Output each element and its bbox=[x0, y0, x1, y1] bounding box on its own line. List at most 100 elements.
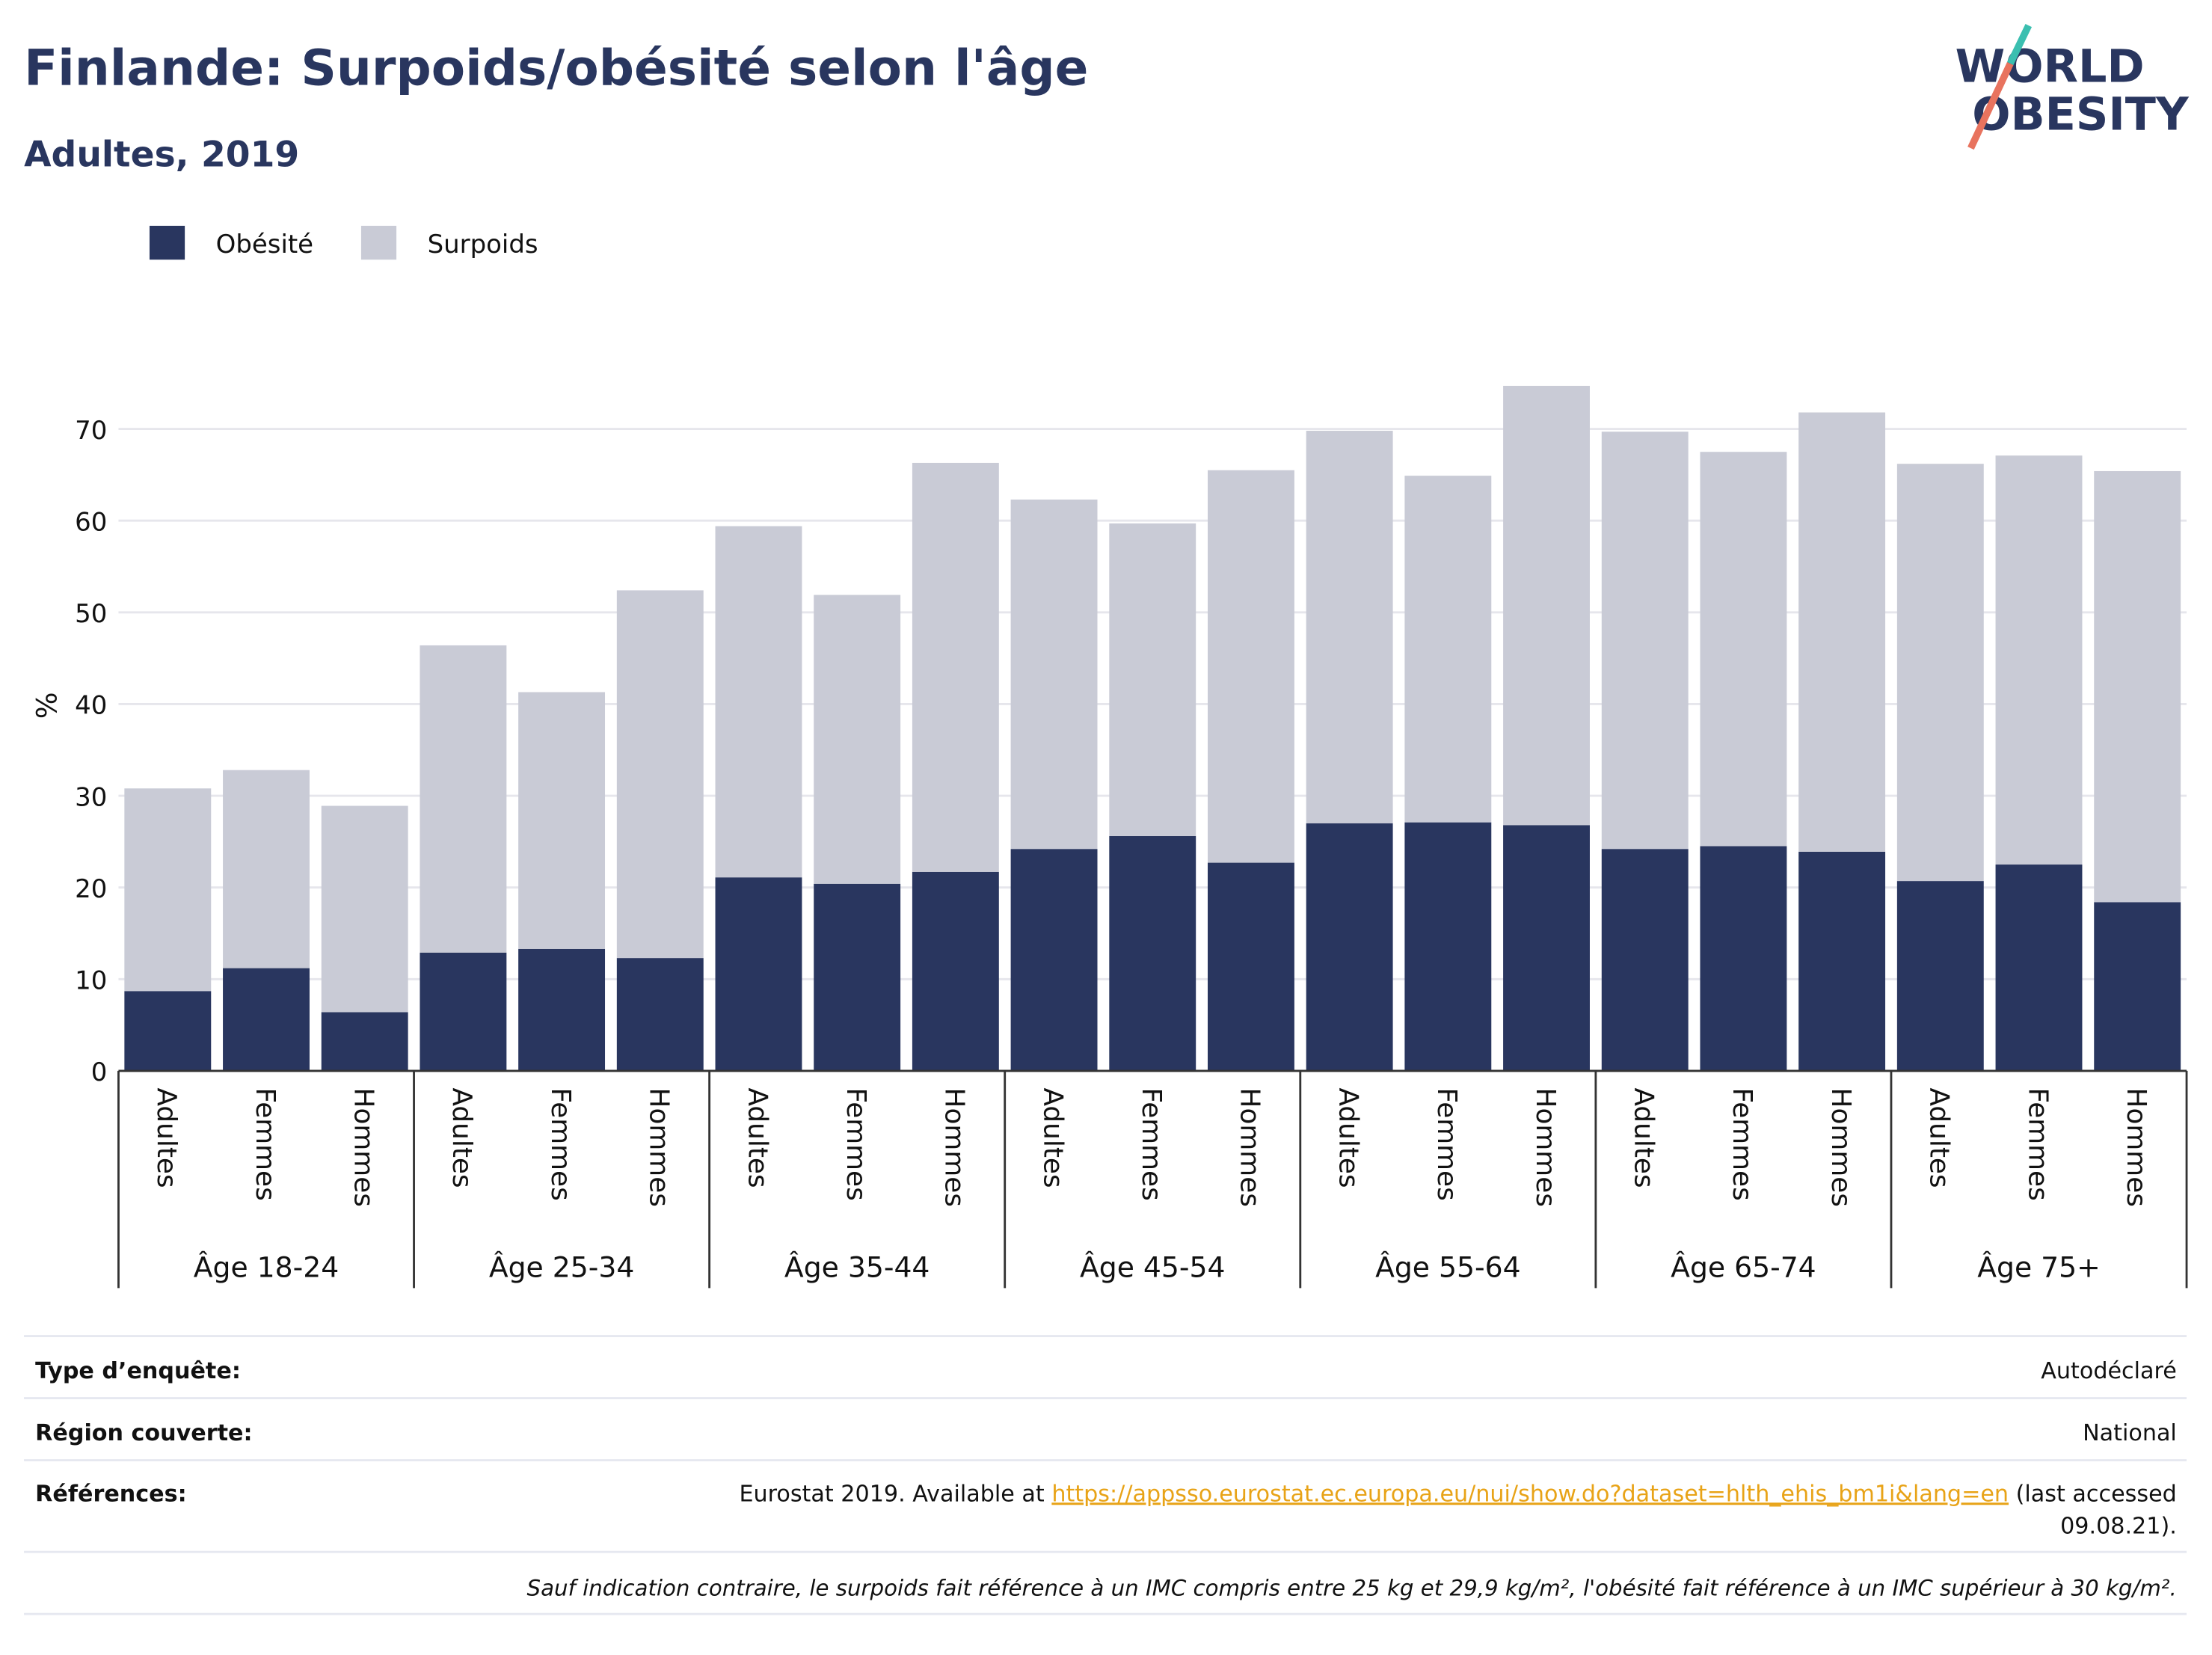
bar-segment bbox=[814, 595, 901, 884]
logo-slash bbox=[2006, 23, 2033, 66]
bar-segment bbox=[124, 991, 212, 1071]
y-tick-label: 60 bbox=[75, 507, 107, 537]
bar-segment bbox=[1010, 499, 1098, 850]
x-tick-label: Hommes bbox=[2121, 1088, 2151, 1207]
x-tick-label: Femmes bbox=[1727, 1088, 1757, 1201]
chart-title: Finlande: Surpoids/obésité selon l'âge bbox=[24, 39, 1088, 96]
bar-segment bbox=[616, 958, 704, 1071]
bar-segment bbox=[1896, 881, 1984, 1071]
bar-segment bbox=[1306, 431, 1393, 823]
footer-label: Région couverte: bbox=[35, 1420, 252, 1446]
group-label: Âge 25-34 bbox=[489, 1250, 635, 1283]
bar-segment bbox=[518, 692, 606, 949]
bar-segment bbox=[321, 1012, 408, 1071]
footer-label: Type d’enquête: bbox=[35, 1358, 241, 1384]
x-tick-label: Femmes bbox=[250, 1088, 280, 1201]
group-label: Âge 35-44 bbox=[784, 1250, 930, 1283]
x-tick-label: Adultes bbox=[1037, 1088, 1068, 1188]
bar-segment bbox=[124, 788, 212, 992]
bar-segment bbox=[1503, 385, 1590, 826]
x-tick-label: Femmes bbox=[841, 1088, 871, 1201]
bar-segment bbox=[1798, 851, 1886, 1071]
bar-segment bbox=[2094, 470, 2181, 903]
bar-segment bbox=[912, 871, 999, 1071]
x-tick-label: Adultes bbox=[151, 1088, 182, 1188]
footer-label: Références: bbox=[35, 1481, 186, 1507]
bar-segment bbox=[715, 877, 802, 1071]
bar-segment bbox=[1109, 523, 1196, 837]
bar-segment bbox=[1995, 865, 2083, 1071]
bar-segment bbox=[1700, 846, 1787, 1071]
x-tick-label: Femmes bbox=[545, 1088, 576, 1201]
x-tick-label: Hommes bbox=[1825, 1088, 1856, 1207]
bar-segment bbox=[1404, 476, 1492, 823]
logo-slash bbox=[1967, 61, 2014, 150]
legend-label: Surpoids bbox=[428, 230, 538, 260]
group-label: Âge 18-24 bbox=[194, 1250, 340, 1283]
y-tick-label: 10 bbox=[75, 966, 107, 996]
legend-swatch bbox=[149, 225, 185, 260]
footnote: Sauf indication contraire, le surpoids f… bbox=[527, 1576, 2177, 1601]
bar-segment bbox=[912, 462, 999, 872]
legend-swatch bbox=[360, 225, 397, 260]
bar-segment bbox=[1503, 825, 1590, 1071]
bar-segment bbox=[223, 770, 310, 968]
reference-text: Eurostat 2019. Available at https://apps… bbox=[739, 1481, 2176, 1507]
reference-link[interactable]: https://appsso.eurostat.ec.europa.eu/nui… bbox=[1051, 1481, 2009, 1507]
bar-segment bbox=[1404, 822, 1492, 1071]
group-label: Âge 75+ bbox=[1977, 1250, 2101, 1283]
logo-text: OBESITY bbox=[1972, 89, 2190, 141]
y-tick-label: 40 bbox=[75, 691, 107, 721]
bar-segment bbox=[715, 526, 802, 878]
bar-segment bbox=[1995, 455, 2083, 865]
chart-subtitle: Adultes, 2019 bbox=[24, 135, 299, 176]
footer-value: National bbox=[2083, 1420, 2177, 1446]
logo: WORLD OBESITY bbox=[1956, 23, 2190, 150]
reference-text: 09.08.21). bbox=[2060, 1514, 2177, 1540]
bar-segment bbox=[223, 968, 310, 1071]
group-label: Âge 45-54 bbox=[1080, 1250, 1226, 1283]
y-axis-label: % bbox=[30, 692, 63, 719]
reference-part: Eurostat 2019. Available at bbox=[739, 1481, 1051, 1507]
x-tick-label: Adultes bbox=[1333, 1088, 1363, 1188]
footer-value: Autodéclaré bbox=[2041, 1358, 2177, 1384]
bar-segment bbox=[1601, 432, 1689, 850]
bar-segment bbox=[2094, 902, 2181, 1071]
logo-text: WORLD bbox=[1956, 40, 2145, 93]
x-tick-label: Hommes bbox=[1530, 1088, 1561, 1207]
legend-label: Obésité bbox=[216, 230, 313, 260]
x-tick-label: Adultes bbox=[1924, 1088, 1955, 1188]
y-tick-label: 30 bbox=[75, 782, 107, 812]
bar-segment bbox=[1798, 412, 1886, 852]
bar-segment bbox=[518, 948, 606, 1071]
x-tick-label: Hommes bbox=[644, 1088, 675, 1207]
bar-segment bbox=[321, 805, 408, 1013]
x-tick-label: Adultes bbox=[1629, 1088, 1659, 1188]
bar-segment bbox=[616, 590, 704, 959]
x-tick-label: Hommes bbox=[939, 1088, 970, 1207]
group-label: Âge 65-74 bbox=[1671, 1250, 1816, 1283]
bar-segment bbox=[1208, 470, 1294, 863]
bar-segment bbox=[420, 952, 507, 1071]
bar-segment bbox=[1109, 836, 1196, 1071]
reference-part: (last accessed bbox=[2009, 1481, 2177, 1507]
x-tick-label: Adultes bbox=[446, 1088, 477, 1188]
x-tick-label: Femmes bbox=[1431, 1088, 1462, 1201]
y-tick-label: 20 bbox=[75, 874, 107, 904]
x-tick-label: Femmes bbox=[1136, 1088, 1167, 1201]
x-tick-label: Adultes bbox=[742, 1088, 772, 1188]
bar-segment bbox=[1700, 452, 1787, 847]
bar-segment bbox=[1601, 849, 1689, 1071]
y-tick-label: 50 bbox=[75, 599, 107, 629]
group-label: Âge 55-64 bbox=[1375, 1250, 1521, 1283]
x-tick-label: Hommes bbox=[348, 1088, 378, 1207]
bar-segment bbox=[814, 883, 901, 1071]
x-tick-label: Femmes bbox=[2022, 1088, 2053, 1201]
bar-segment bbox=[1306, 823, 1393, 1071]
y-tick-label: 70 bbox=[75, 416, 107, 446]
bar-segment bbox=[1896, 464, 1984, 882]
x-tick-label: Hommes bbox=[1235, 1088, 1265, 1207]
bar-segment bbox=[1208, 862, 1294, 1071]
